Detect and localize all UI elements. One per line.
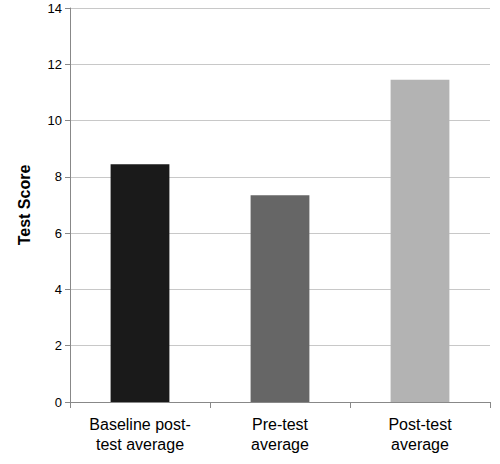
svg-text:Pre-test: Pre-test (252, 416, 309, 433)
svg-text:4: 4 (55, 282, 62, 297)
svg-text:average: average (391, 436, 449, 453)
svg-text:2: 2 (55, 338, 62, 353)
svg-text:10: 10 (48, 113, 62, 128)
svg-text:14: 14 (48, 1, 62, 16)
svg-text:Test Score: Test Score (16, 165, 33, 246)
svg-text:average: average (251, 436, 309, 453)
svg-text:12: 12 (48, 57, 62, 72)
svg-text:test average: test average (96, 436, 184, 453)
svg-text:6: 6 (55, 226, 62, 241)
svg-text:0: 0 (55, 395, 62, 410)
svg-text:Baseline post-: Baseline post- (89, 416, 190, 433)
svg-text:Post-test: Post-test (388, 416, 452, 433)
svg-text:8: 8 (55, 169, 62, 184)
